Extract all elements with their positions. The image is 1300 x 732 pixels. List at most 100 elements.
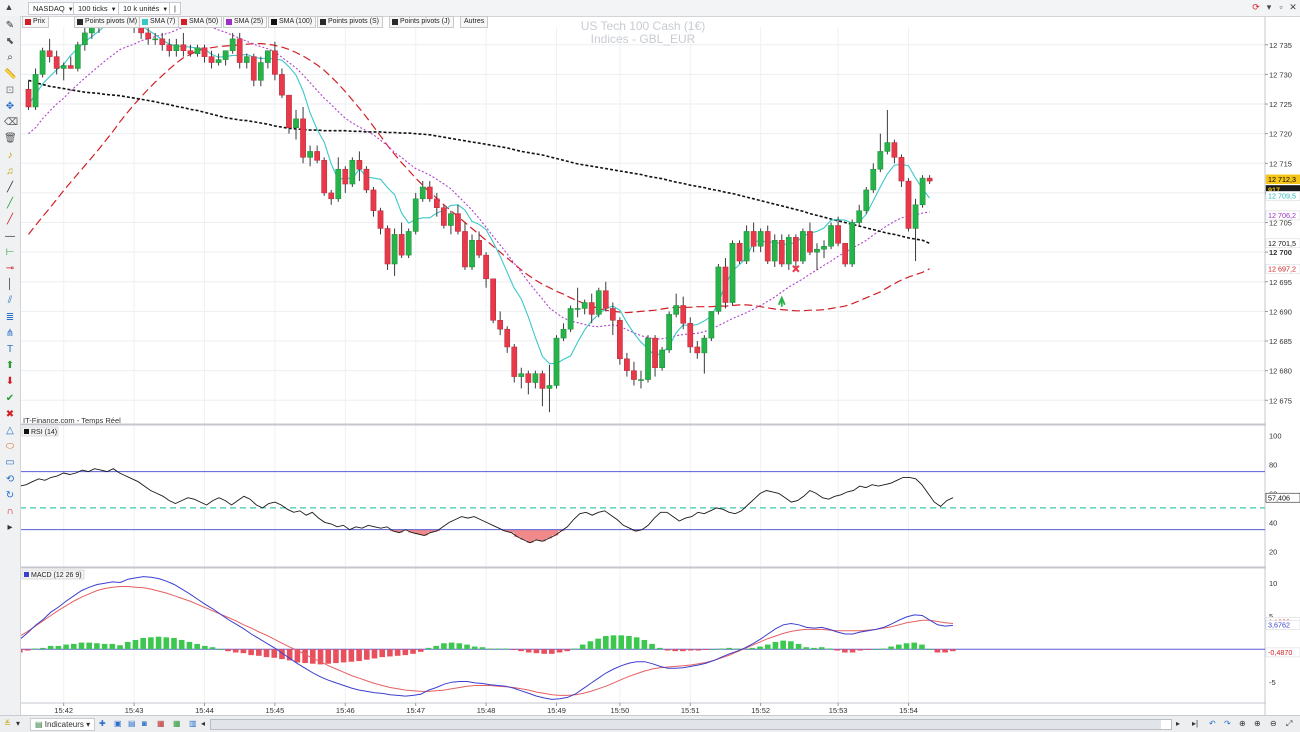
more-tools-icon[interactable]: ▸	[7, 522, 13, 534]
rsi-line	[19, 468, 954, 544]
instrument-selector[interactable]: NASDAQ ▼	[28, 2, 79, 15]
scrollbar-thumb[interactable]	[211, 720, 1161, 729]
buy-marker	[777, 295, 786, 307]
arrow-down-icon[interactable]: ⬇	[5, 376, 15, 388]
trash-icon[interactable]: 🗑	[4, 133, 17, 145]
indicator-chip[interactable]: SMA (50)	[178, 16, 223, 28]
restore-window-icon[interactable]: ▫	[1279, 2, 1283, 12]
ruler-icon[interactable]: 📏	[4, 68, 17, 80]
candle-body	[265, 50, 271, 63]
indicator-chip[interactable]: SMA (100)	[268, 16, 317, 28]
units-selector[interactable]: 10 k unités ▼	[118, 2, 174, 15]
top-toolbar: ▲ NASDAQ ▼ 100 ticks ▼ 10 k unités ▼ | ⟳ ▾ …	[0, 0, 1300, 17]
scroll-left-icon[interactable]: ◂	[201, 719, 206, 728]
indicator-chip[interactable]: Autres	[460, 16, 489, 28]
check-icon[interactable]: ✔	[5, 392, 15, 404]
zoom-out-icon[interactable]: ⊖	[1270, 719, 1277, 728]
indicator-chip[interactable]: Prix	[22, 16, 50, 28]
candle	[504, 326, 511, 353]
candle-body	[250, 56, 257, 81]
share-icon[interactable]: ✚	[99, 719, 106, 728]
indicator-chip[interactable]: Points pivots (S)	[317, 16, 383, 28]
fibonacci-icon[interactable]: ≣	[5, 311, 15, 323]
macd-histogram-bar	[510, 649, 517, 650]
indicators-button[interactable]: ▤ Indicateurs ▾	[30, 718, 96, 731]
rectangle-icon[interactable]: ▭	[5, 457, 15, 469]
vertical-line-icon[interactable]: │	[6, 279, 14, 291]
candle-body	[595, 290, 602, 315]
candle	[321, 157, 328, 196]
alert-icon[interactable]: ♫	[6, 165, 14, 177]
time-scrollbar[interactable]	[210, 719, 1172, 730]
bell-icon[interactable]: ♪	[7, 149, 13, 161]
grid-icon[interactable]: ▦	[173, 719, 181, 728]
crosshair-icon[interactable]: ✥	[5, 101, 15, 112]
candle-body	[729, 243, 736, 303]
candle	[272, 41, 278, 81]
candle-body	[863, 189, 870, 211]
fullscreen-icon[interactable]: ⤢	[1286, 719, 1293, 728]
zoom-fit-icon[interactable]: ⊕	[1239, 719, 1246, 728]
candle	[814, 243, 820, 270]
candle	[208, 50, 215, 69]
magnifier-icon[interactable]: ⌕	[7, 52, 13, 64]
candle	[764, 225, 771, 265]
app-menu-icon[interactable]: ▲	[4, 2, 14, 12]
lock-icon[interactable]: ⊡	[5, 84, 15, 96]
jump-end-icon[interactable]: ▸|	[1192, 719, 1199, 728]
redo-icon[interactable]: ↷	[1224, 719, 1231, 728]
candle-body	[412, 198, 419, 232]
candle-body	[898, 157, 905, 182]
candle-body	[800, 231, 806, 262]
undo-icon[interactable]: ↶	[1209, 719, 1216, 728]
settings-icon[interactable]: ▥	[189, 719, 197, 728]
channel-icon[interactable]: ⫽	[7, 295, 13, 307]
chevron-down-icon: ▼	[67, 7, 74, 13]
text-icon[interactable]: T	[6, 344, 14, 355]
scroll-right-icon[interactable]: ▸	[1176, 719, 1181, 728]
candle-body	[645, 337, 651, 380]
time-tick-label: 15:43	[125, 706, 144, 715]
macd-histogram-bar	[718, 648, 725, 650]
save-icon[interactable]: ▣	[114, 719, 122, 728]
indicator-chip[interactable]: SMA (7)	[139, 16, 180, 28]
candle-body	[236, 38, 243, 63]
ray-icon[interactable]: ⊸	[5, 263, 15, 274]
red-line-icon[interactable]: ╱	[6, 214, 14, 226]
macd-histogram-bar	[178, 639, 185, 650]
macd-histogram-bar	[32, 648, 39, 650]
candle	[609, 302, 616, 336]
triangle-icon[interactable]: △	[6, 425, 14, 436]
indicator-chip[interactable]: SMA (25)	[223, 16, 268, 28]
macd-histogram-bar	[194, 643, 200, 650]
menu-icon[interactable]: ≚	[4, 719, 11, 728]
print-icon[interactable]: ▤	[128, 719, 136, 728]
indicator-chip[interactable]: Points pivots (J)	[389, 16, 454, 28]
magnet-icon[interactable]: ∩	[6, 506, 14, 517]
ellipse-icon[interactable]: ⬭	[5, 441, 15, 453]
candle	[25, 80, 32, 110]
dropdown-icon[interactable]: ▾	[1266, 2, 1272, 12]
arrow-up-icon[interactable]: ⬆	[5, 360, 15, 372]
ticks-selector[interactable]: 100 ticks ▼	[73, 2, 122, 15]
indicator-chip[interactable]: Points pivots (M)	[74, 16, 142, 28]
cycle-icon[interactable]: ↻	[5, 489, 15, 501]
trendline-icon[interactable]: ╱	[6, 198, 14, 210]
close-window-icon[interactable]: ✕	[1289, 2, 1297, 12]
candle-body	[462, 231, 468, 268]
zoom-in-icon[interactable]: ⊕	[1254, 719, 1261, 728]
chevron-down-icon[interactable]: ▾	[16, 719, 21, 728]
horizontal-line-icon[interactable]: —	[5, 230, 15, 242]
erase-icon[interactable]: ⌫	[4, 117, 19, 129]
refresh-icon[interactable]: ⟳	[1252, 2, 1260, 12]
snapshot-icon[interactable]: ◙	[142, 719, 147, 728]
pitchfork-icon[interactable]: ⋔	[5, 327, 15, 339]
cross-icon[interactable]: ✖	[5, 408, 15, 420]
cursor-icon[interactable]: ⬉	[5, 36, 15, 48]
delete-drawings-icon[interactable]: ▦	[157, 719, 165, 728]
pencil-icon[interactable]: ✎	[5, 20, 15, 31]
line-icon[interactable]: ╱	[6, 182, 14, 193]
segment-icon[interactable]: ⊢	[5, 246, 15, 258]
pause-button[interactable]: |	[169, 2, 181, 15]
polyline-icon[interactable]: ⟲	[5, 473, 15, 485]
